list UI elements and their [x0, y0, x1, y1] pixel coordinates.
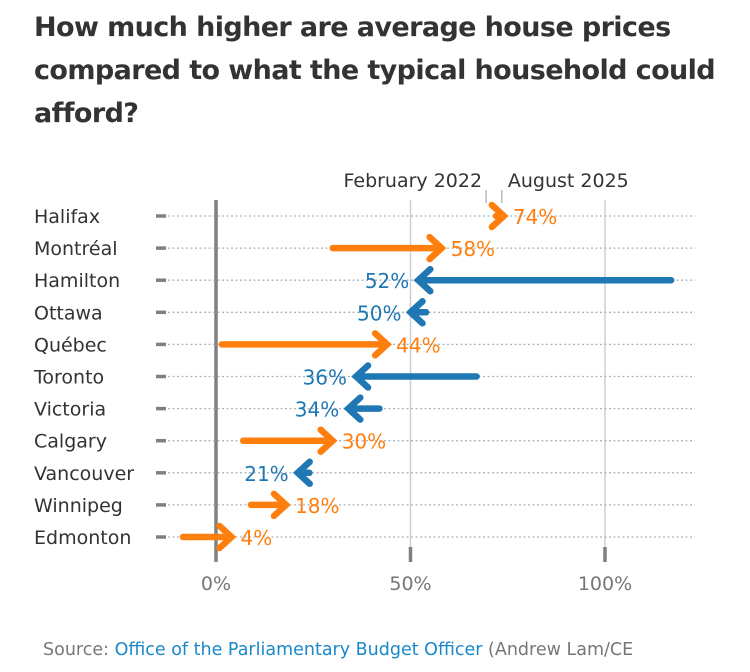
source-prefix: Source: [43, 640, 115, 660]
category-label: Montréal [34, 238, 118, 260]
value-label: 18% [295, 494, 339, 518]
legend-to-label: August 2025 [508, 170, 629, 192]
value-label: 58% [451, 237, 495, 261]
arrow-head [405, 298, 426, 327]
x-axis: 0% 50% 100% [201, 573, 632, 595]
arrow-head [343, 394, 364, 423]
category-label: Ottawa [34, 302, 103, 324]
row-calgary: Calgary 30% [34, 426, 695, 455]
category-label: Halifax [34, 206, 100, 228]
row-montral: Montréal 58% [34, 233, 695, 263]
category-label: Calgary [34, 431, 107, 453]
value-label: 36% [303, 366, 347, 390]
category-label: Hamilton [34, 270, 120, 292]
row-ottawa: Ottawa 50% [34, 298, 695, 327]
value-label: 52% [365, 269, 409, 293]
legend: February 2022 August 2025 [343, 170, 629, 203]
category-label: Victoria [34, 399, 106, 421]
arrow-head [426, 233, 447, 263]
category-label: Edmonton [34, 527, 131, 549]
value-label: 34% [295, 398, 339, 422]
arrow-head [488, 201, 509, 231]
arrow-head [371, 330, 392, 359]
source-note: Source: Office of the Parliamentary Budg… [43, 640, 633, 660]
arrow-head [216, 522, 237, 552]
value-label: 44% [396, 333, 440, 357]
row-edmonton: Edmonton 4% [34, 522, 695, 552]
x-tick-label: 0% [201, 573, 231, 595]
row-qubec: Québec 44% [34, 330, 695, 359]
value-label: 21% [244, 462, 288, 486]
arrow-head [292, 458, 313, 488]
arrow-head [351, 362, 372, 391]
category-label: Québec [34, 334, 107, 356]
value-label: 50% [357, 301, 401, 325]
row-victoria: Victoria 34% [34, 394, 695, 423]
chart-title: How much higher are average house prices… [34, 12, 716, 129]
source-suffix: (Andrew Lam/CE [482, 640, 634, 660]
category-label: Winnipeg [34, 495, 123, 517]
row-hamilton: Hamilton 52% [34, 265, 695, 295]
row-toronto: Toronto 36% [33, 362, 695, 391]
source-link[interactable]: Office of the Parliamentary Budget Offic… [114, 640, 483, 660]
legend-from-label: February 2022 [343, 170, 482, 192]
arrow-head [317, 426, 338, 455]
value-label: 30% [342, 430, 386, 454]
x-tick-label: 50% [389, 573, 431, 595]
rows-layer: Halifax 74% Montréal 58% Hamilton 52% Ottawa 50… [33, 201, 695, 552]
row-winnipeg: Winnipeg 18% [34, 490, 695, 520]
value-label: 4% [241, 526, 273, 550]
value-label: 74% [513, 205, 557, 229]
arrow-head [413, 265, 434, 295]
category-label: Toronto [33, 367, 104, 389]
arrow-head [270, 490, 291, 520]
row-vancouver: Vancouver 21% [34, 458, 695, 488]
x-tick-label: 100% [578, 573, 632, 595]
category-label: Vancouver [34, 463, 134, 485]
row-halifax: Halifax 74% [34, 201, 695, 231]
grid-layer [214, 200, 607, 562]
